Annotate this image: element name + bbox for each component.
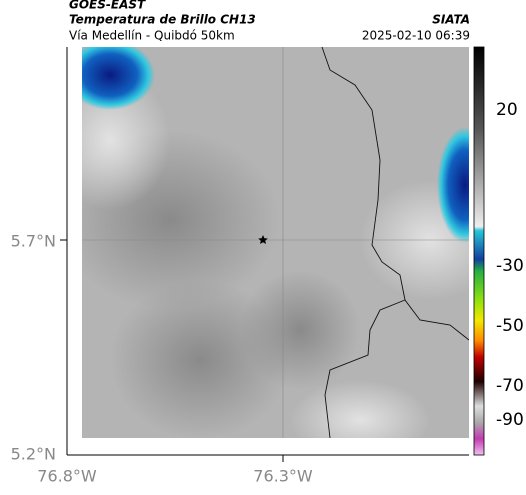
lat-label: 5.7°N	[11, 232, 56, 251]
axes: 5.7°N 5.2°N 76.8°W 76.3°W	[11, 47, 469, 486]
colorbar: 20 -30 -50 -70 -90	[473, 46, 524, 456]
product: Temperatura de Brillo CH13	[69, 13, 256, 27]
colorbar-tick: -70	[496, 376, 524, 396]
colorbar-tick: -50	[496, 316, 524, 336]
lat-label: 5.2°N	[11, 445, 56, 464]
colorbar-tick: -90	[496, 410, 524, 430]
satellite-image	[82, 47, 469, 438]
region: Vía Medellín - Quibdó 50km	[69, 29, 235, 43]
timestamp: 2025-02-10 06:39	[362, 29, 470, 43]
lon-label: 76.3°W	[253, 467, 313, 486]
lon-label: 76.8°W	[37, 467, 97, 486]
source: SIATA	[432, 13, 470, 27]
colorbar-tick: 20	[496, 100, 518, 120]
satellite: GOES-EAST	[69, 0, 146, 12]
colorbar-tick: -30	[496, 256, 524, 276]
